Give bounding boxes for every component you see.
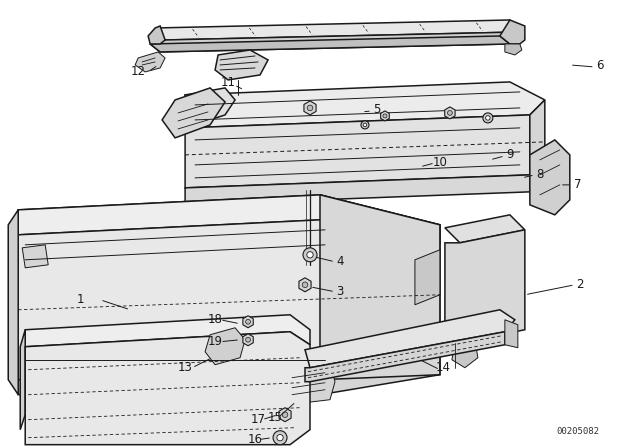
Polygon shape xyxy=(8,210,18,395)
Text: 19: 19 xyxy=(207,335,223,348)
Polygon shape xyxy=(25,332,310,445)
Polygon shape xyxy=(305,332,505,382)
Polygon shape xyxy=(304,101,316,115)
Circle shape xyxy=(383,114,387,118)
Polygon shape xyxy=(445,215,525,243)
Polygon shape xyxy=(205,328,245,365)
Polygon shape xyxy=(243,334,253,346)
Polygon shape xyxy=(185,82,545,128)
Polygon shape xyxy=(185,88,235,128)
Circle shape xyxy=(307,105,313,111)
Circle shape xyxy=(273,431,287,445)
Text: 12: 12 xyxy=(131,65,146,78)
Text: 6: 6 xyxy=(596,60,604,73)
Polygon shape xyxy=(155,20,520,40)
Polygon shape xyxy=(320,195,440,380)
Circle shape xyxy=(361,121,369,129)
Circle shape xyxy=(277,435,283,441)
Text: 00205082: 00205082 xyxy=(556,427,599,436)
Text: 15: 15 xyxy=(268,411,282,424)
Text: 7: 7 xyxy=(574,178,582,191)
Text: 8: 8 xyxy=(536,168,543,181)
Polygon shape xyxy=(185,175,530,205)
Text: 17: 17 xyxy=(250,413,266,426)
Polygon shape xyxy=(18,195,440,250)
Text: 9: 9 xyxy=(506,148,514,161)
Circle shape xyxy=(246,319,250,324)
Text: 11: 11 xyxy=(221,77,236,90)
Polygon shape xyxy=(505,44,522,55)
Circle shape xyxy=(246,337,250,342)
Circle shape xyxy=(303,248,317,262)
Polygon shape xyxy=(18,195,440,245)
Polygon shape xyxy=(452,340,478,368)
Text: 4: 4 xyxy=(336,255,344,268)
Text: 14: 14 xyxy=(435,361,451,374)
Polygon shape xyxy=(162,88,225,138)
Polygon shape xyxy=(12,210,18,350)
Polygon shape xyxy=(305,310,515,368)
Text: 2: 2 xyxy=(576,278,584,291)
Circle shape xyxy=(447,111,452,115)
Circle shape xyxy=(486,116,490,120)
Polygon shape xyxy=(150,32,520,52)
Polygon shape xyxy=(530,100,545,175)
Polygon shape xyxy=(381,111,389,121)
Circle shape xyxy=(307,252,313,258)
Text: 13: 13 xyxy=(178,361,193,374)
Polygon shape xyxy=(299,278,311,292)
Polygon shape xyxy=(135,52,165,72)
Polygon shape xyxy=(445,230,525,343)
Circle shape xyxy=(282,412,288,418)
Polygon shape xyxy=(505,320,518,348)
Text: 3: 3 xyxy=(336,285,344,298)
Circle shape xyxy=(483,113,493,123)
Polygon shape xyxy=(415,250,440,305)
Circle shape xyxy=(363,123,367,127)
Polygon shape xyxy=(20,330,25,430)
Circle shape xyxy=(302,282,308,288)
Polygon shape xyxy=(243,316,253,328)
Text: 10: 10 xyxy=(433,156,447,169)
Polygon shape xyxy=(22,245,48,268)
Polygon shape xyxy=(148,26,165,44)
Polygon shape xyxy=(500,20,525,44)
Text: 18: 18 xyxy=(207,313,223,326)
Polygon shape xyxy=(25,315,310,347)
Polygon shape xyxy=(18,360,440,395)
Polygon shape xyxy=(530,140,570,215)
Polygon shape xyxy=(215,50,268,80)
Polygon shape xyxy=(185,115,530,188)
Polygon shape xyxy=(150,36,510,52)
Text: 1: 1 xyxy=(76,293,84,306)
Polygon shape xyxy=(18,220,440,380)
Polygon shape xyxy=(279,408,291,422)
Text: 5: 5 xyxy=(373,103,381,116)
Text: 16: 16 xyxy=(248,433,262,446)
Polygon shape xyxy=(445,107,455,119)
Polygon shape xyxy=(283,365,335,405)
